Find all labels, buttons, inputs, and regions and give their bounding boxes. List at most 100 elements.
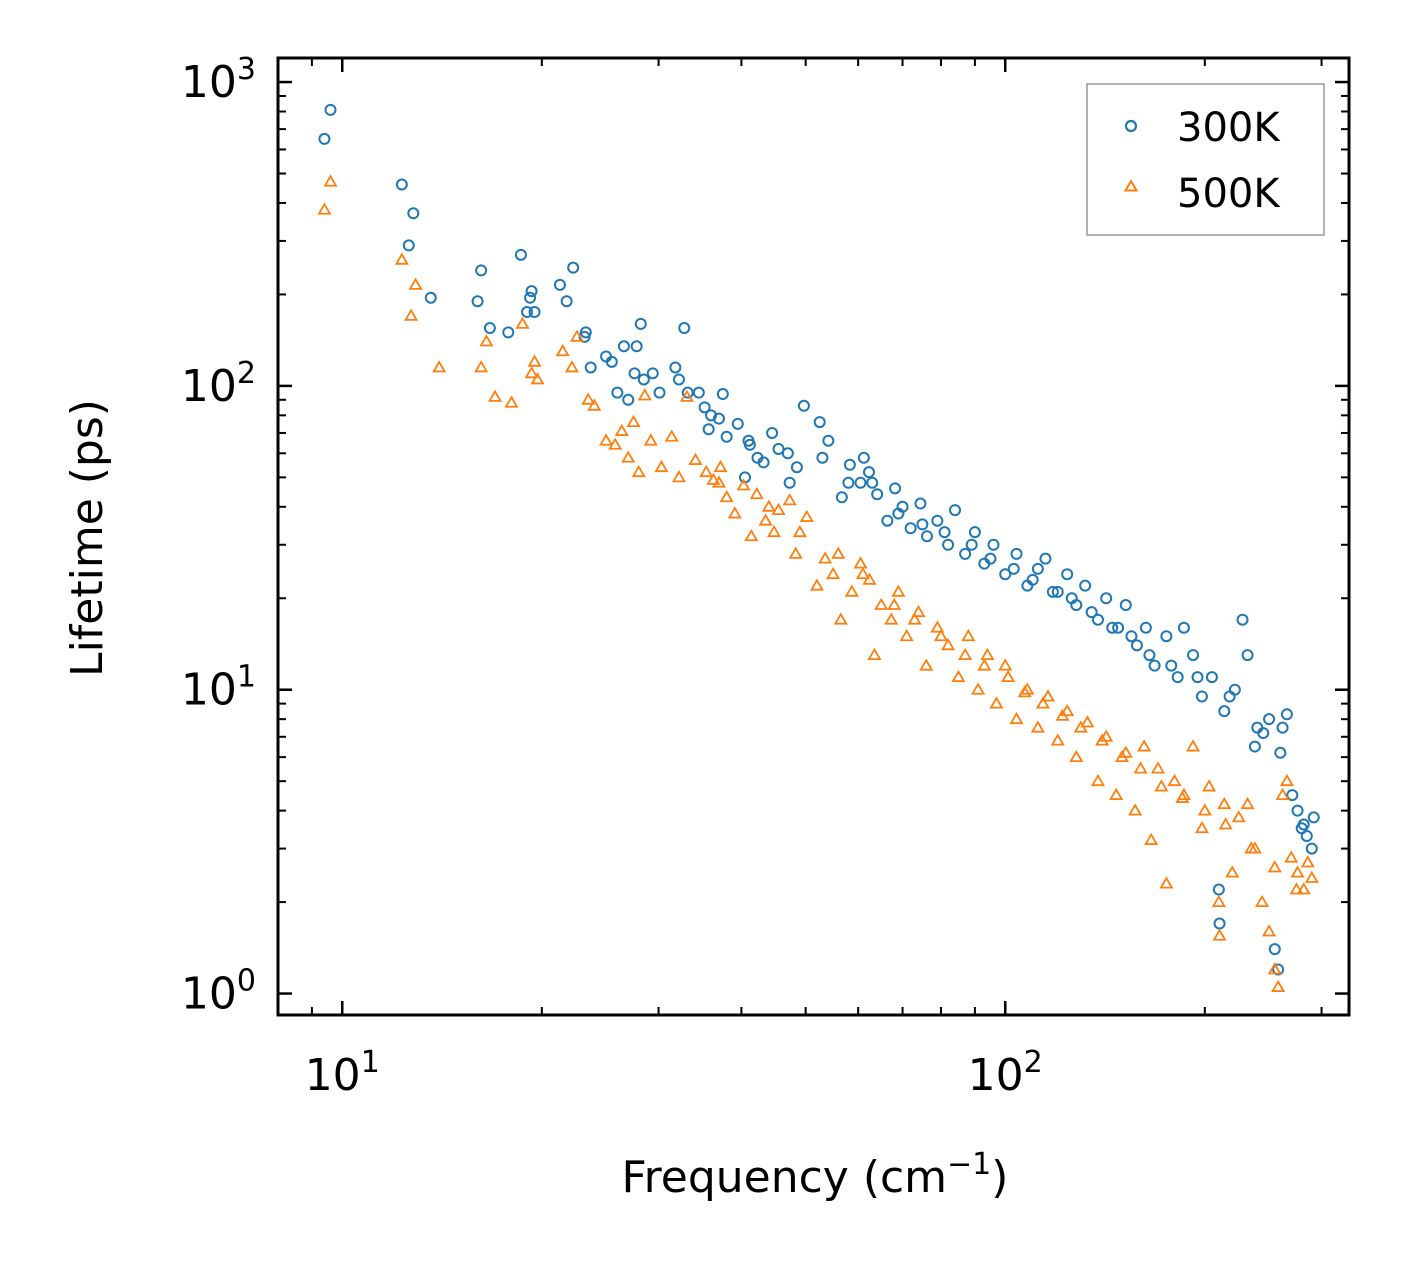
data-point-300k	[862, 466, 875, 479]
data-point-500k	[1050, 733, 1065, 746]
data-point-300k	[1119, 599, 1132, 612]
data-point-500k	[487, 389, 503, 402]
data-point-300k	[1051, 585, 1064, 598]
data-point-300k	[866, 476, 879, 489]
data-point-500k	[1137, 739, 1152, 752]
data-point-300k	[1031, 562, 1044, 575]
data-point-500k	[941, 638, 956, 651]
data-point-500k	[887, 597, 902, 610]
data-point-500k	[706, 472, 721, 485]
data-point-500k	[1202, 779, 1217, 792]
data-point-500k	[1035, 696, 1051, 709]
data-point-300k	[471, 295, 484, 308]
data-point-500k	[782, 493, 797, 506]
x-tick-label: 101	[305, 1045, 380, 1101]
data-point-300k	[1248, 740, 1261, 753]
data-point-500k	[1109, 787, 1124, 800]
data-point-500k	[527, 354, 542, 367]
data-point-300k	[646, 367, 659, 380]
data-point-500k	[792, 524, 807, 538]
data-point-500k	[1128, 803, 1143, 816]
data-point-500k	[608, 437, 623, 450]
data-point-500k	[1030, 720, 1045, 733]
x-axis-title: Frequency (cm−1)	[622, 1147, 1009, 1203]
data-point-300k	[1160, 630, 1173, 643]
data-point-500k	[989, 696, 1004, 709]
data-point-500k	[911, 604, 926, 618]
data-point-500k	[855, 566, 870, 580]
data-point-500k	[1175, 790, 1190, 803]
data-point-300k	[783, 476, 796, 489]
data-point-500k	[1194, 820, 1209, 834]
data-point-300k	[672, 373, 685, 386]
data-point-300k	[920, 530, 933, 543]
data-point-500k	[1267, 962, 1282, 975]
data-point-300k	[702, 423, 715, 436]
data-point-500k	[1211, 894, 1226, 907]
data-point-500k	[671, 470, 687, 483]
data-point-500k	[515, 316, 530, 329]
data-point-500k	[1069, 749, 1084, 763]
data-point-500k	[569, 329, 585, 342]
data-point-300k	[938, 526, 951, 539]
data-point-300k	[1236, 613, 1249, 626]
series-300k	[318, 103, 1320, 976]
data-point-300k	[1268, 943, 1281, 956]
data-point-500k	[1300, 855, 1315, 868]
data-point-500k	[1240, 796, 1255, 810]
data-point-300k	[514, 248, 527, 261]
data-point-300k	[424, 291, 437, 304]
data-point-300k	[881, 514, 894, 527]
tick-marks	[277, 58, 1349, 1015]
data-point-300k	[1300, 830, 1313, 843]
data-point-500k	[599, 433, 614, 446]
data-point-300k	[842, 476, 855, 489]
data-point-500k	[1017, 685, 1032, 698]
data-point-500k	[844, 584, 859, 597]
data-point-500k	[1261, 924, 1277, 937]
data-point-300k	[1291, 804, 1304, 817]
data-point-300k	[1195, 690, 1208, 703]
y-tick-label: 102	[181, 356, 256, 412]
data-point-500k	[1167, 773, 1182, 787]
data-point-300k	[1251, 721, 1264, 734]
data-point-500k	[474, 360, 489, 373]
data-point-300k	[1026, 573, 1039, 586]
data-point-300k	[692, 386, 705, 399]
data-point-300k	[1228, 683, 1241, 696]
data-point-300k	[1272, 963, 1285, 976]
data-point-300k	[1280, 708, 1293, 721]
data-point-300k	[1130, 639, 1143, 652]
data-point-500k	[761, 499, 776, 512]
data-point-300k	[653, 386, 666, 399]
data-point-300k	[1218, 705, 1231, 718]
data-point-500k	[809, 578, 825, 591]
data-point-300k	[720, 430, 733, 443]
data-point-300k	[1079, 579, 1092, 592]
data-point-300k	[395, 178, 408, 191]
data-point-500k	[432, 360, 447, 373]
data-point-300k	[1213, 917, 1226, 930]
data-point-300k	[1274, 746, 1287, 759]
legend-marker-500k	[1123, 179, 1139, 192]
data-point-500k	[1060, 703, 1075, 717]
data-point-500k	[1154, 779, 1169, 792]
data-point-300k	[1010, 547, 1023, 560]
data-point-300k	[553, 278, 566, 291]
data-point-300k	[766, 426, 779, 439]
data-point-300k	[617, 340, 630, 353]
data-point-500k	[749, 486, 764, 500]
data-point-500k	[980, 647, 995, 661]
data-point-500k	[1090, 773, 1106, 787]
data-point-300k	[1091, 613, 1104, 626]
data-point-300k	[968, 526, 981, 539]
data-point-300k	[1039, 552, 1052, 565]
data-point-500k	[404, 308, 419, 321]
data-point-300k	[1046, 585, 1059, 598]
data-point-500k	[1185, 739, 1201, 752]
data-point-500k	[788, 546, 803, 559]
data-point-300k	[318, 132, 331, 145]
data-point-300k	[843, 458, 856, 471]
data-point-500k	[1290, 865, 1305, 878]
data-point-300k	[1106, 621, 1119, 634]
